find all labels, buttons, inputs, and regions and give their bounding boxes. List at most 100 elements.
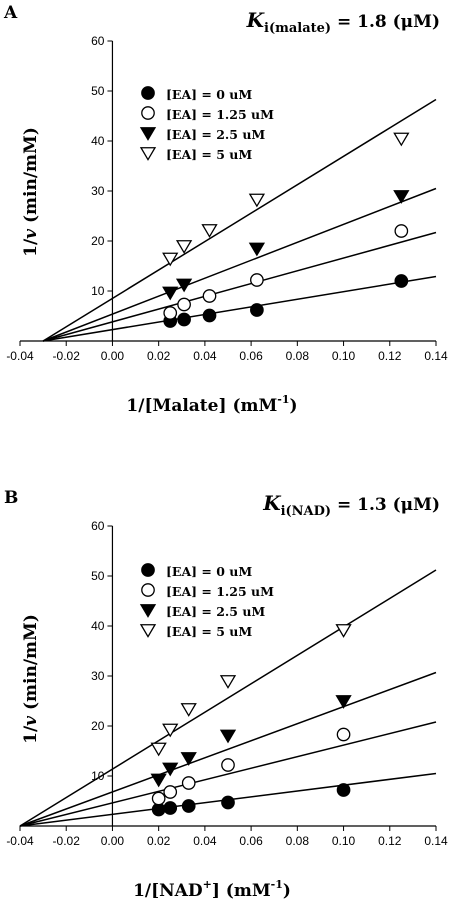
- legend-marker: [141, 583, 155, 597]
- y-axis-title-pre: 1/: [21, 725, 41, 744]
- legend-marker-symbol: [141, 583, 155, 597]
- legend-label: [EA] = 0 uM: [166, 87, 252, 102]
- data-point: [175, 278, 193, 293]
- x-tick-label: 0.06: [239, 349, 263, 363]
- panel-a: A Ki(malate) = 1.8 (μM) -0.04 -0.02 0.00 0.…: [3, 3, 448, 416]
- y-axis-title-post: (min/mM): [21, 614, 41, 716]
- fit-line: [42, 98, 437, 342]
- y-tick-label: 30: [91, 184, 105, 198]
- x-tick-label: 0.04: [193, 349, 217, 363]
- x-tick-label: -0.04: [6, 349, 34, 363]
- data-point: [393, 132, 410, 147]
- data-points: [150, 624, 352, 817]
- y-axis-title-pre: 1/: [21, 238, 41, 257]
- y-tick-label: 60: [91, 519, 105, 533]
- data-point: [250, 273, 264, 287]
- x-axis-title-sup: +: [203, 878, 212, 891]
- axes: -0.04 -0.02 0.00 0.02 0.04 0.06 0.08 0.10 0.12 0.…: [6, 34, 448, 363]
- data-point: [248, 242, 266, 257]
- x-tick-label: -0.04: [6, 834, 34, 848]
- x-tick-label: -0.02: [53, 349, 81, 363]
- x-tick-label: 0.00: [101, 349, 125, 363]
- y-tick-label: 60: [91, 34, 105, 48]
- legend-entry: [EA] = 0 uM: [141, 86, 252, 102]
- legend-marker: [139, 604, 157, 618]
- fit-line: [42, 187, 437, 342]
- x-axis-title-main: 1/[Malate] (mM: [126, 396, 277, 416]
- fit-line: [19, 721, 437, 827]
- legend-label: [EA] = 2.5 uM: [166, 127, 265, 142]
- x-axis-title-main: 1/[NAD: [133, 881, 203, 901]
- ki-annotation: Ki(malate) = 1.8 (μM): [246, 8, 440, 36]
- ki-subscript: i(malate): [264, 21, 331, 36]
- data-point: [162, 252, 179, 267]
- data-point: [162, 286, 179, 301]
- legend-entry: [EA] = 1.25 uM: [141, 106, 274, 122]
- legend-entry: [EA] = 1.25 uM: [141, 583, 274, 599]
- x-tick-label: 0.04: [193, 834, 217, 848]
- data-point: [177, 297, 191, 312]
- legend-marker: [139, 127, 157, 141]
- legend-marker: [141, 86, 155, 100]
- data-point: [219, 675, 237, 689]
- legend-label: [EA] = 2.5 uM: [166, 604, 265, 619]
- x-axis-title-end: ): [290, 396, 298, 416]
- data-point: [151, 791, 166, 806]
- legend-entry: [EA] = 5 uM: [139, 147, 252, 162]
- x-axis-title: 1/[Malate] (mM-1): [126, 393, 297, 416]
- data-point: [150, 742, 167, 757]
- legend-marker-symbol: [141, 106, 155, 120]
- data-point: [394, 274, 409, 288]
- legend-marker: [139, 624, 157, 638]
- panel-label: A: [3, 3, 18, 23]
- legend-marker: [141, 106, 155, 120]
- data-point: [201, 224, 218, 238]
- legend-label: [EA] = 5 uM: [166, 624, 252, 639]
- fit-line: [19, 569, 437, 827]
- legend-entry: [EA] = 2.5 uM: [139, 604, 265, 619]
- y-tick-label: 20: [91, 234, 105, 248]
- legend-marker-symbol: [141, 563, 155, 577]
- x-tick-label: 0.12: [378, 349, 402, 363]
- fit-line: [42, 275, 437, 342]
- y-tick-label: 40: [91, 619, 105, 633]
- legend-label: [EA] = 1.25 uM: [166, 107, 274, 122]
- y-tick-label: 50: [91, 84, 105, 98]
- ki-value: = 1.8 (μM): [331, 12, 440, 32]
- data-point: [163, 785, 178, 799]
- fit-lines: [42, 98, 437, 342]
- x-tick-label: 0.00: [101, 834, 125, 848]
- legend: [EA] = 0 uM [EA] = 1.25 uM [EA] = 2.5 uM…: [139, 86, 274, 162]
- legend-entry: [EA] = 2.5 uM: [139, 127, 265, 142]
- x-tick-label: 0.02: [147, 834, 171, 848]
- ki-symbol: K: [262, 491, 282, 515]
- y-axis-title: 1/v (min/mM): [21, 127, 41, 257]
- data-point: [163, 801, 178, 815]
- x-tick-label: 0.02: [147, 349, 171, 363]
- data-point: [177, 312, 191, 327]
- x-axis-title-sup: -1: [277, 393, 289, 406]
- x-tick-label: 0.14: [424, 834, 448, 848]
- legend-marker: [139, 147, 157, 161]
- data-point: [248, 193, 266, 208]
- data-point: [181, 799, 196, 813]
- x-axis-title-mid: ] (mM: [212, 881, 271, 901]
- x-tick-label: 0.10: [332, 349, 356, 363]
- data-point: [150, 773, 167, 788]
- legend-label: [EA] = 1.25 uM: [166, 584, 274, 599]
- y-axis-title-post: (min/mM): [21, 127, 41, 229]
- legend-marker-symbol: [139, 147, 157, 161]
- x-axis-title-sup2: -1: [271, 878, 283, 891]
- ki-value: = 1.3 (μM): [331, 495, 440, 515]
- axes: -0.04 -0.02 0.00 0.02 0.04 0.06 0.08 0.10 0.12 0.…: [6, 519, 448, 848]
- legend-label: [EA] = 5 uM: [166, 147, 252, 162]
- x-tick-label: 0.08: [286, 349, 310, 363]
- panel-b: B Ki(NAD) = 1.3 (μM) -0.04 -0.02 0.00 0.02 0…: [4, 488, 448, 901]
- x-axis-title: 1/[NAD+] (mM-1): [133, 878, 291, 901]
- data-point: [394, 224, 409, 238]
- fit-line: [42, 231, 437, 342]
- x-tick-label: 0.08: [286, 834, 310, 848]
- legend-marker: [141, 563, 155, 577]
- legend-marker-symbol: [141, 86, 155, 100]
